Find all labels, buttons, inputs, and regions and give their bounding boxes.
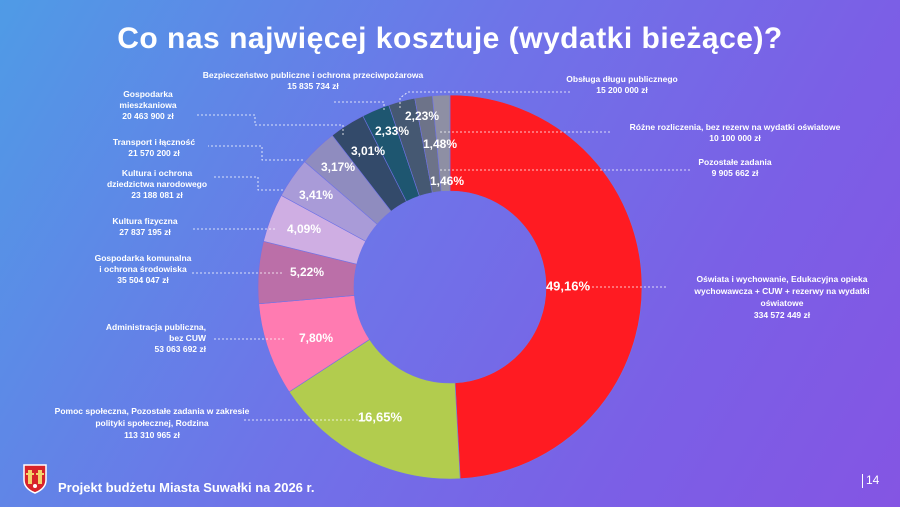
slice-label-line: Pozostałe zadania <box>698 157 771 167</box>
slice-percent-label: 5,22% <box>290 265 324 279</box>
slice-label-line: Pomoc społeczna, Pozostałe zadania w zak… <box>55 406 250 416</box>
slice-percent-label: 1,46% <box>430 174 464 188</box>
slice-amount: 9 905 662 zł <box>712 168 759 178</box>
slice-amount: 113 310 965 zł <box>124 430 180 440</box>
slice-label-line: Kultura fizyczna <box>112 216 177 226</box>
city-crest-icon <box>23 464 47 494</box>
slice-amount: 23 188 081 zł <box>131 190 183 200</box>
slice-amount: 334 572 449 zł <box>754 310 811 320</box>
slice-percent-label: 3,17% <box>321 160 355 174</box>
slice-category-label: Kultura fizyczna 27 837 195 zł <box>112 216 177 237</box>
slice-label-line: Gospodarka <box>123 89 173 99</box>
slice-category-label: Gospodarka mieszkaniowa 20 463 900 zł <box>119 89 176 121</box>
slice-label-line: Różne rozliczenia, bez rezerw na wydatki… <box>630 122 841 132</box>
slice-label-line: wychowawcza + CUW + rezerwy na wydatki <box>693 286 869 296</box>
slice-label-line: oświatowe <box>761 298 804 308</box>
slice-category-label: Pomoc społeczna, Pozostałe zadania w zak… <box>55 406 250 440</box>
slice-label-line: Obsługa długu publicznego <box>566 74 677 84</box>
slice-category-label: Gospodarka komunalna i ochrona środowiska… <box>95 253 192 285</box>
slice-percent-label: 3,01% <box>351 144 385 158</box>
page-number-value: 14 <box>866 473 880 487</box>
slice-label-line: Gospodarka komunalna <box>95 253 192 263</box>
slice-category-label: Oświata i wychowanie, Edukacyjna opieka w… <box>693 274 869 320</box>
leader-line <box>334 101 385 110</box>
slice-label-line: dziedzictwa narodowego <box>107 179 207 189</box>
footer-project-label: Projekt budżetu Miasta Suwałki na 2026 r… <box>58 480 315 495</box>
slice-amount: 15 200 000 zł <box>596 85 648 95</box>
leader-line <box>195 114 344 135</box>
slice-category-label: Kultura i ochrona dziedzictwa narodowego 2… <box>107 168 207 200</box>
slice-label-line: Kultura i ochrona <box>122 168 193 178</box>
leader-line <box>213 176 283 191</box>
slice-amount: 35 504 047 zł <box>117 275 169 285</box>
slice-amount: 10 100 000 zł <box>709 133 761 143</box>
slice-label-line: bez CUW <box>169 333 207 343</box>
slice-amount: 53 063 692 zł <box>154 344 206 354</box>
slice-amount: 20 463 900 zł <box>122 111 174 121</box>
donut-slice <box>449 94 643 480</box>
slice-percent-label: 49,16% <box>546 278 591 293</box>
slice-amount: 27 837 195 zł <box>119 227 171 237</box>
slice-percent-label: 2,23% <box>405 109 439 123</box>
slice-label-line: i ochrona środowiska <box>99 264 187 274</box>
slice-category-label: Pozostałe zadania 9 905 662 zł <box>698 157 771 178</box>
slice-label-line: Administracja publiczna, <box>106 322 206 332</box>
slice-percent-label: 2,33% <box>375 124 409 138</box>
slice-category-label: Bezpieczeństwo publiczne i ochrona przec… <box>203 70 424 91</box>
slice-amount: 21 570 200 zł <box>128 148 180 158</box>
leader-line <box>399 91 572 108</box>
slice-label-line: Oświata i wychowanie, Edukacyjna opieka <box>696 274 867 284</box>
donut-slice <box>432 94 451 192</box>
slice-percent-label: 4,09% <box>287 222 321 236</box>
slice-percent-label: 7,80% <box>299 331 333 345</box>
page-number-divider <box>862 474 863 488</box>
slice-percent-label: 3,41% <box>299 188 333 202</box>
slice-percent-label: 1,48% <box>423 137 457 151</box>
page-title: Co nas najwięcej kosztuje (wydatki bieżą… <box>117 22 783 55</box>
slice-percent-label: 16,65% <box>358 409 403 424</box>
slice-amount: 15 835 734 zł <box>287 81 339 91</box>
page-number: 14 <box>862 473 879 487</box>
slice-category-label: Różne rozliczenia, bez rezerw na wydatki… <box>630 122 841 143</box>
slice-label-line: mieszkaniowa <box>119 100 176 110</box>
slice-label-line: Transport i łączność <box>113 137 195 147</box>
donut-slice <box>288 339 461 480</box>
slice-category-label: Obsługa długu publicznego 15 200 000 zł <box>566 74 677 95</box>
slice-label-line: Bezpieczeństwo publiczne i ochrona przec… <box>203 70 424 80</box>
slice-label-line: polityki społecznej, Rodzina <box>95 418 209 428</box>
slice-category-label: Administracja publiczna, bez CUW 53 063 69… <box>106 322 207 354</box>
leader-line <box>208 145 303 161</box>
slice-category-label: Transport i łączność 21 570 200 zł <box>113 137 195 158</box>
